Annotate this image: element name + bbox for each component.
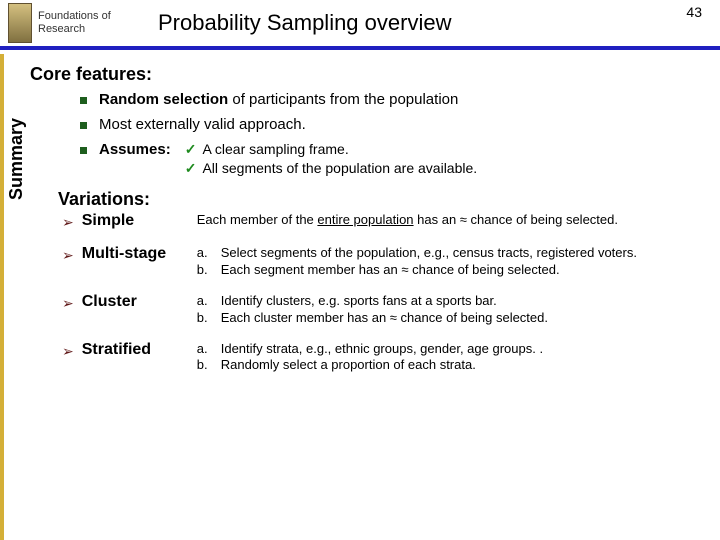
arrow-bullet-icon: ➢ bbox=[62, 247, 74, 264]
arrow-bullet-icon: ➢ bbox=[62, 343, 74, 360]
variation-row: ➢ Clustera.Identify clusters, e.g. sports… bbox=[62, 293, 700, 327]
variation-description: a.Identify strata, e.g., ethnic groups, … bbox=[197, 341, 700, 375]
square-bullet-icon bbox=[80, 122, 87, 129]
core-bullet-item: Assumes:✓A clear sampling frame.✓All seg… bbox=[80, 141, 710, 179]
variation-sub-item: b.Each segment member has an ≈ chance of… bbox=[197, 262, 700, 279]
header: Foundations of Research Probability Samp… bbox=[0, 0, 720, 50]
assumes-check-item: ✓A clear sampling frame. bbox=[185, 141, 477, 158]
variation-name: Cluster bbox=[82, 293, 197, 311]
core-bullet-item: Most externally valid approach. bbox=[80, 116, 710, 133]
course-line2: Research bbox=[38, 23, 85, 35]
check-icon: ✓ bbox=[185, 160, 197, 177]
variation-name: Simple bbox=[82, 212, 197, 230]
variation-row: ➢ Multi-stagea.Select segments of the pop… bbox=[62, 245, 700, 279]
variation-row: ➢ SimpleEach member of the entire populat… bbox=[62, 212, 700, 231]
variation-sub-item: a.Identify strata, e.g., ethnic groups, … bbox=[197, 341, 700, 358]
course-line1: Foundations of bbox=[38, 10, 111, 22]
square-bullet-icon bbox=[80, 97, 87, 104]
core-bullet-item: Random selection of participants from th… bbox=[80, 91, 710, 108]
page-title: Probability Sampling overview bbox=[128, 10, 720, 36]
variation-row: ➢ Stratifieda.Identify strata, e.g., ethn… bbox=[62, 341, 700, 375]
variation-name: Multi-stage bbox=[82, 245, 197, 263]
core-heading: Core features: bbox=[30, 64, 710, 85]
gold-sidebar bbox=[0, 54, 4, 540]
content-area: Core features: Random selection of parti… bbox=[10, 58, 710, 388]
variation-description: a.Identify clusters, e.g. sports fans at… bbox=[197, 293, 700, 327]
variation-sub-item: a.Identify clusters, e.g. sports fans at… bbox=[197, 293, 700, 310]
course-name: Foundations of Research bbox=[38, 10, 128, 36]
assumes-check-item: ✓All segments of the population are avai… bbox=[185, 160, 477, 177]
variation-name: Stratified bbox=[82, 341, 197, 359]
check-icon: ✓ bbox=[185, 141, 197, 158]
page-number: 43 bbox=[686, 4, 702, 20]
bullet-text: Most externally valid approach. bbox=[99, 116, 710, 133]
variation-description: a.Select segments of the population, e.g… bbox=[197, 245, 700, 279]
core-bullet-list: Random selection of participants from th… bbox=[80, 91, 710, 179]
variation-description: Each member of the entire population has… bbox=[197, 212, 700, 229]
variations-heading: Variations: bbox=[58, 189, 710, 210]
bullet-text: Random selection of participants from th… bbox=[99, 91, 710, 108]
arrow-bullet-icon: ➢ bbox=[62, 214, 74, 231]
variation-sub-item: b.Each cluster member has an ≈ chance of… bbox=[197, 310, 700, 327]
variation-sub-item: b.Randomly select a proportion of each s… bbox=[197, 357, 700, 374]
logo-icon bbox=[8, 3, 32, 43]
variation-sub-item: a.Select segments of the population, e.g… bbox=[197, 245, 700, 262]
bullet-text: Assumes:✓A clear sampling frame.✓All seg… bbox=[99, 141, 710, 179]
variations-table: ➢ SimpleEach member of the entire populat… bbox=[62, 212, 700, 374]
square-bullet-icon bbox=[80, 147, 87, 154]
arrow-bullet-icon: ➢ bbox=[62, 295, 74, 312]
